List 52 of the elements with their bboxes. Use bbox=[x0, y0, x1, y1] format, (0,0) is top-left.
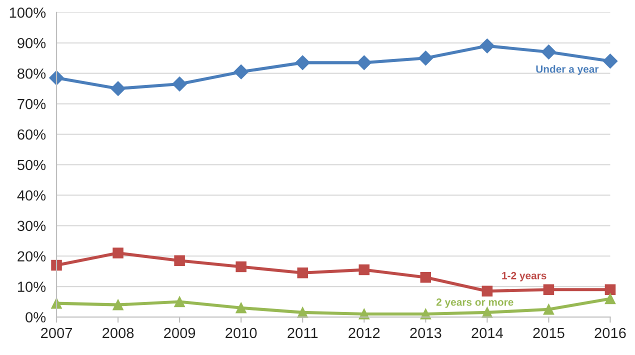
y-tick-label: 100% bbox=[10, 8, 46, 18]
y-tick-label: 10% bbox=[18, 282, 46, 292]
point bbox=[112, 248, 124, 258]
point bbox=[420, 308, 432, 320]
point bbox=[51, 260, 62, 271]
point bbox=[172, 76, 187, 92]
y-tick-label: 70% bbox=[18, 98, 46, 110]
point bbox=[604, 284, 616, 295]
point bbox=[174, 296, 185, 308]
x-tick-label: 2012 bbox=[348, 328, 380, 338]
y-tick-label: 90% bbox=[18, 38, 46, 48]
point bbox=[295, 55, 310, 70]
x-tick-label: 2013 bbox=[410, 328, 442, 338]
series-label: 1-2 years bbox=[502, 272, 546, 282]
series-label: 2 years or more bbox=[436, 298, 514, 308]
point bbox=[110, 81, 126, 96]
y-tick-label: 0% bbox=[26, 312, 46, 322]
x-tick-label: 2016 bbox=[594, 328, 626, 338]
point bbox=[602, 54, 618, 69]
point bbox=[480, 38, 495, 54]
y-tick-label: 80% bbox=[18, 68, 46, 79]
y-tick-label: 40% bbox=[17, 190, 46, 201]
point bbox=[358, 308, 370, 320]
point bbox=[297, 267, 308, 278]
point bbox=[543, 284, 554, 295]
point bbox=[49, 70, 64, 86]
y-tick-label: 50% bbox=[17, 160, 46, 170]
y-tick-label: 20% bbox=[18, 251, 46, 262]
point bbox=[236, 302, 246, 314]
x-tick-label: 2007 bbox=[41, 328, 72, 338]
x-tick-label: 2015 bbox=[533, 328, 564, 338]
series-label: Under a year bbox=[536, 65, 599, 75]
point bbox=[420, 272, 432, 283]
point bbox=[482, 286, 493, 297]
point bbox=[356, 55, 372, 70]
point bbox=[234, 64, 248, 80]
y-tick-label: 30% bbox=[17, 220, 46, 232]
point bbox=[541, 44, 556, 60]
point bbox=[604, 293, 616, 304]
point bbox=[358, 264, 370, 276]
point bbox=[543, 304, 554, 315]
x-tick-label: 2011 bbox=[288, 328, 318, 338]
y-tick-label: 60% bbox=[18, 129, 46, 140]
point bbox=[236, 261, 246, 272]
x-tick-label: 2014 bbox=[472, 328, 503, 338]
point bbox=[112, 299, 124, 310]
point bbox=[174, 255, 185, 266]
x-tick-label: 2010 bbox=[226, 328, 257, 338]
x-tick-label: 2008 bbox=[102, 328, 134, 338]
point bbox=[297, 307, 308, 318]
point bbox=[418, 50, 434, 66]
x-tick-label: 2009 bbox=[164, 328, 196, 338]
